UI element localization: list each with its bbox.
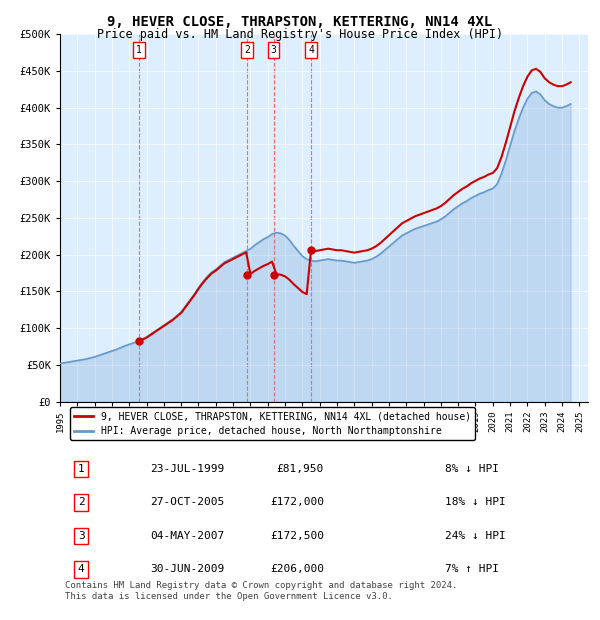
Text: 9, HEVER CLOSE, THRAPSTON, KETTERING, NN14 4XL: 9, HEVER CLOSE, THRAPSTON, KETTERING, NN… — [107, 16, 493, 30]
Text: 2: 2 — [78, 497, 85, 507]
Text: 7% ↑ HPI: 7% ↑ HPI — [445, 564, 499, 574]
Text: Contains HM Land Registry data © Crown copyright and database right 2024.
This d: Contains HM Land Registry data © Crown c… — [65, 581, 458, 601]
Text: 3: 3 — [271, 45, 277, 55]
Text: 8% ↓ HPI: 8% ↓ HPI — [445, 464, 499, 474]
Text: 27-OCT-2005: 27-OCT-2005 — [150, 497, 224, 507]
Text: 1: 1 — [78, 464, 85, 474]
Text: £172,000: £172,000 — [270, 497, 324, 507]
Text: 24% ↓ HPI: 24% ↓ HPI — [445, 531, 506, 541]
Text: 4: 4 — [308, 45, 314, 55]
Text: 04-MAY-2007: 04-MAY-2007 — [150, 531, 224, 541]
Text: 3: 3 — [78, 531, 85, 541]
Text: £172,500: £172,500 — [270, 531, 324, 541]
Text: Price paid vs. HM Land Registry's House Price Index (HPI): Price paid vs. HM Land Registry's House … — [97, 28, 503, 41]
Text: 18% ↓ HPI: 18% ↓ HPI — [445, 497, 506, 507]
Text: £206,000: £206,000 — [270, 564, 324, 574]
Text: 23-JUL-1999: 23-JUL-1999 — [150, 464, 224, 474]
Text: 2: 2 — [244, 45, 250, 55]
Legend: 9, HEVER CLOSE, THRAPSTON, KETTERING, NN14 4XL (detached house), HPI: Average pr: 9, HEVER CLOSE, THRAPSTON, KETTERING, NN… — [70, 407, 475, 440]
Text: 30-JUN-2009: 30-JUN-2009 — [150, 564, 224, 574]
Text: £81,950: £81,950 — [277, 464, 324, 474]
Text: 4: 4 — [78, 564, 85, 574]
Text: 1: 1 — [136, 45, 142, 55]
